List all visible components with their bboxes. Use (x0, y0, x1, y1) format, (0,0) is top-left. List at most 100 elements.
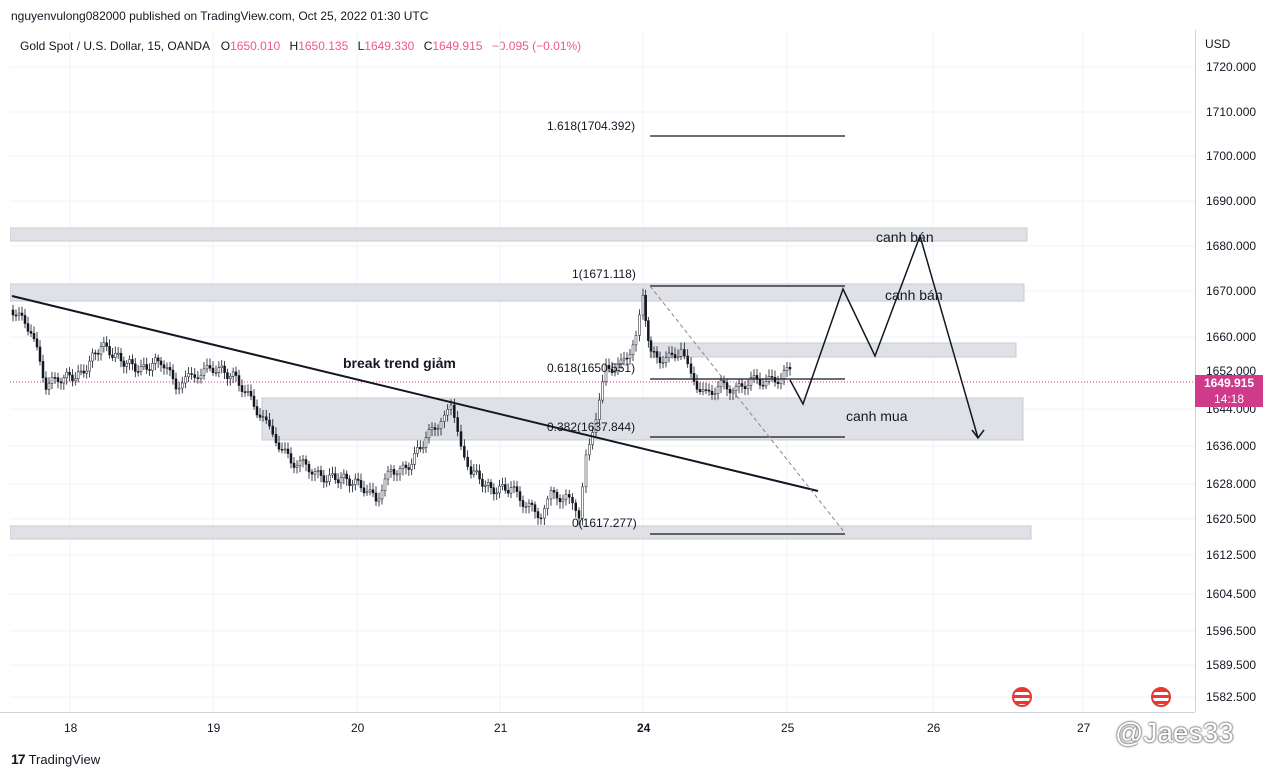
candle-body (628, 354, 632, 359)
candle-body (436, 428, 440, 430)
candle-body (217, 367, 221, 373)
candle-body (134, 363, 137, 372)
annotation-canh-mua: canh mua (846, 408, 908, 424)
fib-trend-dashed (649, 285, 846, 534)
fib-label-0618: 0.618(1650.551) (547, 361, 636, 375)
candle-body (661, 362, 665, 364)
fib-label-0: 0(1617.277) (572, 516, 637, 530)
trend-line (11, 295, 819, 492)
tradingview-logo[interactable]: 17 TradingView (11, 751, 100, 767)
candle-body (307, 464, 311, 473)
candle-body (443, 414, 446, 422)
price-tick: 1628.000 (1206, 477, 1257, 491)
candle-body (116, 352, 120, 355)
candle-body (265, 416, 268, 421)
change-value: −0.095 (−0.01%) (491, 39, 582, 53)
candle-body (664, 357, 668, 363)
price-tick: 1700.000 (1206, 149, 1257, 163)
symbol-name: Gold Spot / U.S. Dollar, 15, OANDA (20, 39, 210, 53)
candle-body (151, 363, 154, 371)
candle-body (325, 481, 328, 483)
candle-body (38, 346, 42, 362)
candle-body (165, 367, 169, 369)
candle-body (246, 390, 250, 393)
candle-series (11, 288, 792, 526)
time-tick: 19 (207, 721, 221, 735)
candle-body (707, 389, 711, 392)
candle-body (231, 371, 235, 377)
candle-body (449, 404, 453, 410)
us-flag-icon[interactable] (1151, 687, 1171, 707)
candle-body (196, 377, 200, 379)
fib-lines (650, 135, 845, 535)
candle-body (74, 378, 77, 381)
candle-body (543, 508, 546, 519)
candle-body (407, 467, 411, 470)
price-axis[interactable] (1195, 30, 1280, 712)
tradingview-logo-icon: 17 (11, 751, 26, 767)
candle-body (331, 473, 334, 476)
candle-body (71, 374, 74, 381)
candle-body (383, 478, 387, 491)
candle-body (234, 371, 238, 376)
chart-canvas[interactable] (10, 30, 1195, 712)
candle-body (377, 498, 381, 502)
candle-body (610, 368, 614, 373)
symbol-legend[interactable]: Gold Spot / U.S. Dollar, 15, OANDA O1650… (20, 39, 581, 53)
time-axis[interactable] (0, 712, 1195, 743)
candle-body (530, 502, 534, 505)
candle-body (577, 510, 581, 519)
candle-body (339, 477, 343, 484)
price-tick: 1660.000 (1206, 330, 1257, 344)
candle-body (386, 470, 390, 480)
candle-body (334, 473, 337, 480)
us-flag-icon[interactable] (1012, 687, 1032, 707)
candle-body (719, 380, 723, 388)
candle-body (286, 448, 290, 454)
bar-countdown: 14:18 (1213, 392, 1245, 406)
candle-body (319, 470, 323, 476)
candle-body (316, 470, 320, 472)
currency-unit[interactable]: USD (1205, 37, 1231, 51)
candle-body (292, 462, 296, 468)
candle-body (509, 487, 513, 494)
candle-body (498, 485, 501, 494)
price-tick: 1620.500 (1206, 512, 1257, 526)
candle-body (208, 365, 212, 369)
candle-body (555, 491, 559, 499)
candle-body (328, 474, 331, 482)
candle-body (17, 312, 21, 316)
candle-body (65, 371, 68, 379)
candle-body (142, 364, 146, 367)
candle-body (240, 385, 244, 392)
candle-body (779, 378, 783, 385)
time-tick: 20 (351, 721, 365, 735)
candle-body (764, 381, 768, 387)
candle-body (634, 335, 638, 346)
time-tick: 24 (637, 721, 651, 735)
price-tick: 1710.000 (1206, 105, 1257, 119)
candle-body (85, 370, 88, 374)
candle-body (205, 365, 209, 370)
candle-body (105, 342, 108, 347)
candle-body (14, 314, 18, 317)
candle-body (237, 375, 241, 386)
candle-body (552, 490, 556, 493)
candle-body (647, 320, 650, 341)
candle-body (421, 447, 425, 450)
candle-body (533, 504, 537, 512)
price-tick: 1612.500 (1206, 548, 1257, 562)
time-tick: 18 (64, 721, 78, 735)
candle-body (601, 381, 604, 401)
candle-body (26, 323, 30, 332)
candle-body (433, 427, 437, 430)
zone-top (10, 227, 1028, 242)
price-tick: 1582.500 (1206, 690, 1257, 704)
projection-path (789, 233, 979, 439)
candle-body (539, 517, 543, 520)
candle-body (62, 377, 66, 384)
candle-body (174, 378, 178, 390)
candle-body (558, 497, 562, 503)
candle-body (139, 366, 143, 372)
candle-body (427, 429, 431, 438)
